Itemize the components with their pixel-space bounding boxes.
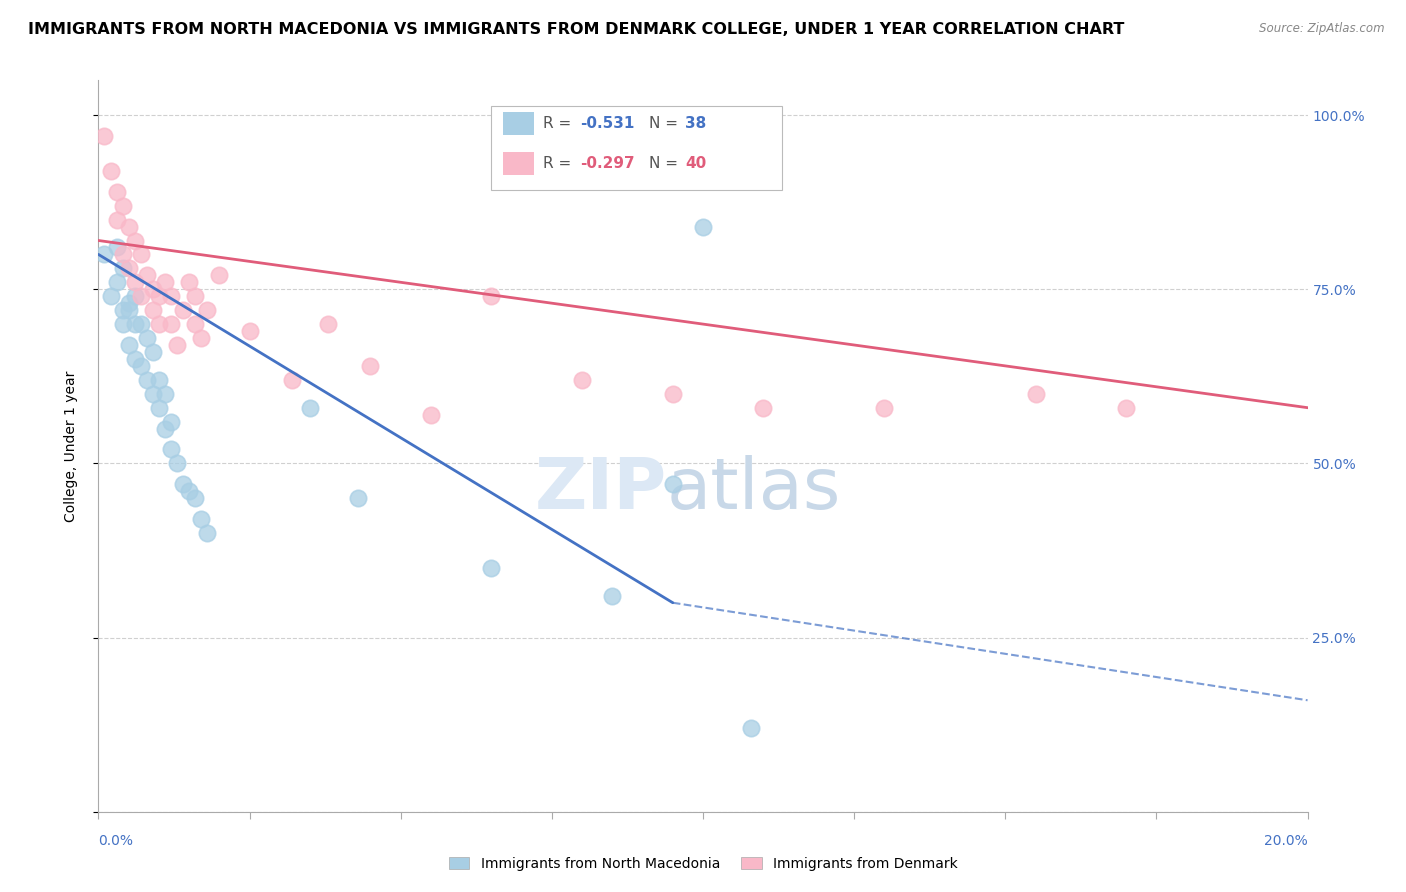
Point [124, 275, 146, 289]
Point [360, 359, 382, 373]
Point [118, 261, 141, 276]
Point [184, 317, 207, 331]
Point [111, 303, 134, 318]
Point [190, 331, 212, 345]
Text: Source: ZipAtlas.com: Source: ZipAtlas.com [1260, 22, 1385, 36]
Point [172, 477, 194, 491]
Point [160, 289, 183, 303]
Point [124, 289, 146, 303]
Point [481, 289, 503, 303]
Text: -0.297: -0.297 [579, 156, 634, 171]
Point [148, 373, 170, 387]
Point [184, 491, 207, 506]
Point [179, 484, 201, 499]
Point [420, 408, 443, 422]
Point [160, 415, 183, 429]
Point [873, 401, 896, 415]
Point [93, 247, 115, 261]
Point [166, 338, 188, 352]
Point [111, 317, 134, 331]
Point [148, 401, 170, 415]
Point [124, 351, 146, 366]
Point [692, 219, 714, 234]
Text: atlas: atlas [666, 456, 841, 524]
Point [347, 491, 370, 506]
Point [208, 268, 231, 283]
Y-axis label: College, Under 1 year: College, Under 1 year [63, 370, 77, 522]
Point [299, 401, 322, 415]
Point [135, 268, 157, 283]
Point [195, 526, 218, 541]
Point [105, 212, 128, 227]
Point [661, 477, 683, 491]
Point [148, 317, 170, 331]
Point [153, 421, 176, 435]
Point [142, 386, 165, 401]
Point [105, 185, 128, 199]
Point [740, 721, 762, 735]
Point [602, 589, 624, 603]
Point [281, 373, 304, 387]
Point [111, 261, 134, 276]
FancyBboxPatch shape [503, 112, 534, 136]
Point [129, 359, 152, 373]
Point [195, 303, 218, 318]
Point [184, 289, 207, 303]
Point [1024, 386, 1046, 401]
Text: R =: R = [543, 116, 576, 131]
Point [135, 331, 157, 345]
Text: R =: R = [543, 156, 576, 171]
Point [135, 373, 157, 387]
Point [111, 199, 134, 213]
Point [124, 234, 146, 248]
FancyBboxPatch shape [492, 106, 782, 190]
Point [160, 442, 183, 457]
Point [118, 296, 141, 310]
Point [118, 303, 141, 318]
Point [129, 317, 152, 331]
Point [124, 317, 146, 331]
Point [239, 324, 262, 338]
Text: 20.0%: 20.0% [1264, 834, 1308, 847]
FancyBboxPatch shape [503, 152, 534, 176]
Point [160, 317, 183, 331]
Point [190, 512, 212, 526]
Text: 0.0%: 0.0% [98, 834, 134, 847]
Point [118, 338, 141, 352]
Point [100, 164, 122, 178]
Point [118, 219, 141, 234]
Point [661, 386, 683, 401]
Text: -0.531: -0.531 [579, 116, 634, 131]
Text: N =: N = [648, 116, 682, 131]
Point [93, 128, 115, 143]
Legend: Immigrants from North Macedonia, Immigrants from Denmark: Immigrants from North Macedonia, Immigra… [443, 851, 963, 876]
Point [172, 303, 194, 318]
Point [105, 275, 128, 289]
Point [166, 457, 188, 471]
Point [142, 345, 165, 359]
Point [105, 240, 128, 254]
Point [481, 561, 503, 575]
Point [153, 275, 176, 289]
Point [100, 289, 122, 303]
Point [129, 289, 152, 303]
Text: N =: N = [648, 156, 682, 171]
Text: 40: 40 [685, 156, 706, 171]
Text: ZIP: ZIP [534, 456, 666, 524]
Point [148, 289, 170, 303]
Point [1115, 401, 1137, 415]
Text: 38: 38 [685, 116, 706, 131]
Text: IMMIGRANTS FROM NORTH MACEDONIA VS IMMIGRANTS FROM DENMARK COLLEGE, UNDER 1 YEAR: IMMIGRANTS FROM NORTH MACEDONIA VS IMMIG… [28, 22, 1125, 37]
Point [153, 386, 176, 401]
Point [179, 275, 201, 289]
Point [142, 303, 165, 318]
Point [111, 247, 134, 261]
Point [142, 282, 165, 296]
Point [129, 247, 152, 261]
Point [316, 317, 339, 331]
Point [571, 373, 593, 387]
Point [752, 401, 775, 415]
